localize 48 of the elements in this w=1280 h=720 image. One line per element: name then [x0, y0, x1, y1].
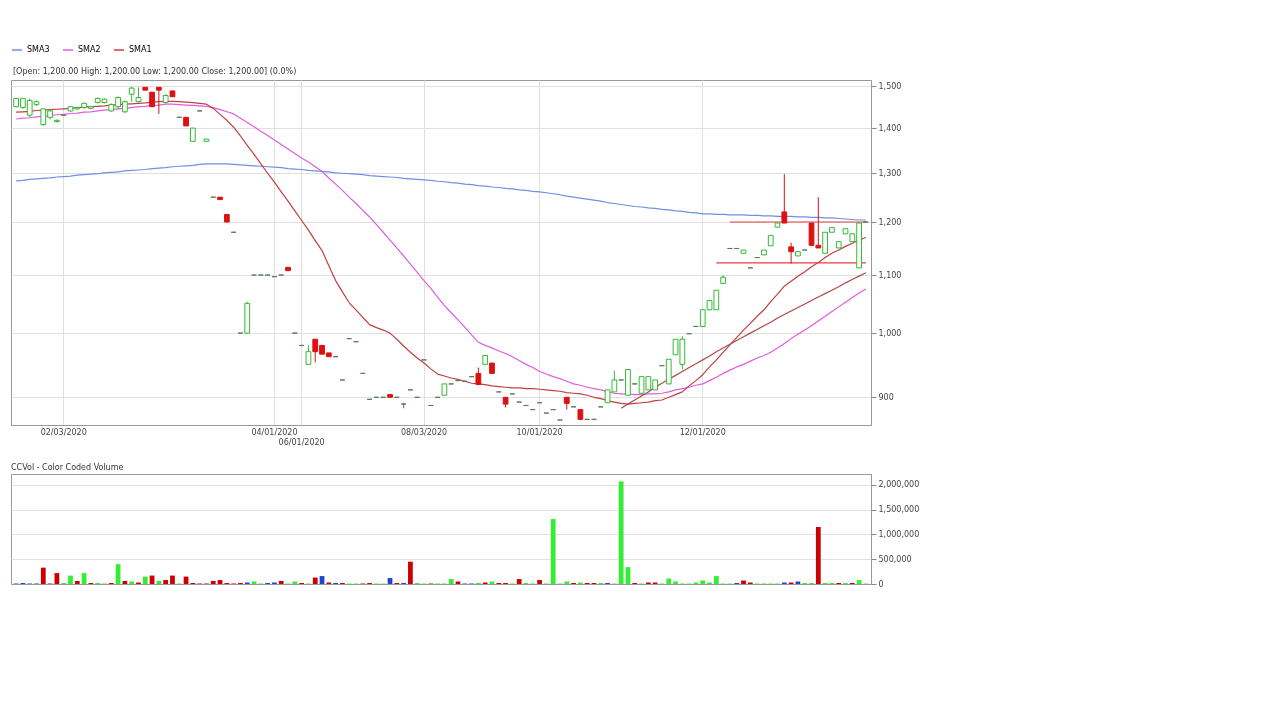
y-tick-label: 1,500: [878, 81, 902, 91]
bar: [40, 567, 46, 584]
x-tick-label: 06/01/2020: [278, 437, 325, 447]
bar: [713, 576, 719, 584]
candlestick: [788, 242, 794, 265]
candlestick: [305, 344, 312, 365]
bar: [278, 581, 284, 584]
bar: [68, 575, 73, 584]
y-tick-label: 0: [878, 579, 884, 589]
bar: [408, 561, 413, 584]
y-tick-label: 1,200: [878, 217, 902, 227]
chart-title: CCVol - Color Coded Volume: [11, 463, 124, 472]
x-tick-label: 02/03/2020: [40, 427, 87, 437]
bar: [448, 579, 454, 584]
bar: [618, 481, 624, 584]
bar: [815, 527, 821, 584]
y-tick-label: 1,500,000: [878, 505, 920, 515]
y-tick-label: 500,000: [878, 554, 912, 564]
y-tick-label: 1,400: [878, 123, 902, 133]
bar: [666, 578, 672, 584]
candlestick: [155, 86, 162, 115]
bar: [312, 577, 318, 584]
y-tick-label: 900: [878, 392, 894, 402]
bar: [516, 579, 522, 584]
text: [Open: 1,200.00 High: 1,200.00 Low: 1,200.00 Close: 1,200.00] (0.0%): [13, 67, 297, 76]
bar: [156, 581, 162, 584]
y-tick-label: 1,100: [878, 270, 902, 280]
legend-label: SMA2: [78, 45, 101, 54]
bar: [74, 581, 80, 584]
bar: [142, 576, 148, 584]
bar: [537, 580, 542, 584]
y-tick-label: 1,300: [878, 168, 902, 178]
bar: [210, 581, 216, 584]
bar: [163, 580, 169, 584]
legend-label: SMA3: [27, 45, 50, 54]
x-tick-label: 10/01/2020: [516, 427, 563, 437]
candlestick: [781, 173, 788, 224]
bar: [550, 519, 556, 584]
bar: [170, 575, 175, 584]
x-tick-label: 04/01/2020: [251, 427, 298, 437]
y-tick-label: 1,000: [878, 328, 902, 338]
bar: [122, 581, 128, 584]
x-tick-label: 12/01/2020: [679, 427, 726, 437]
legend-label: SMA1: [129, 45, 152, 54]
x-tick-label: 08/03/2020: [400, 427, 448, 437]
y-tick-label: 2,000,000: [878, 480, 920, 490]
line-series: [620, 272, 867, 409]
y-tick-label: 1,000,000: [878, 529, 920, 539]
